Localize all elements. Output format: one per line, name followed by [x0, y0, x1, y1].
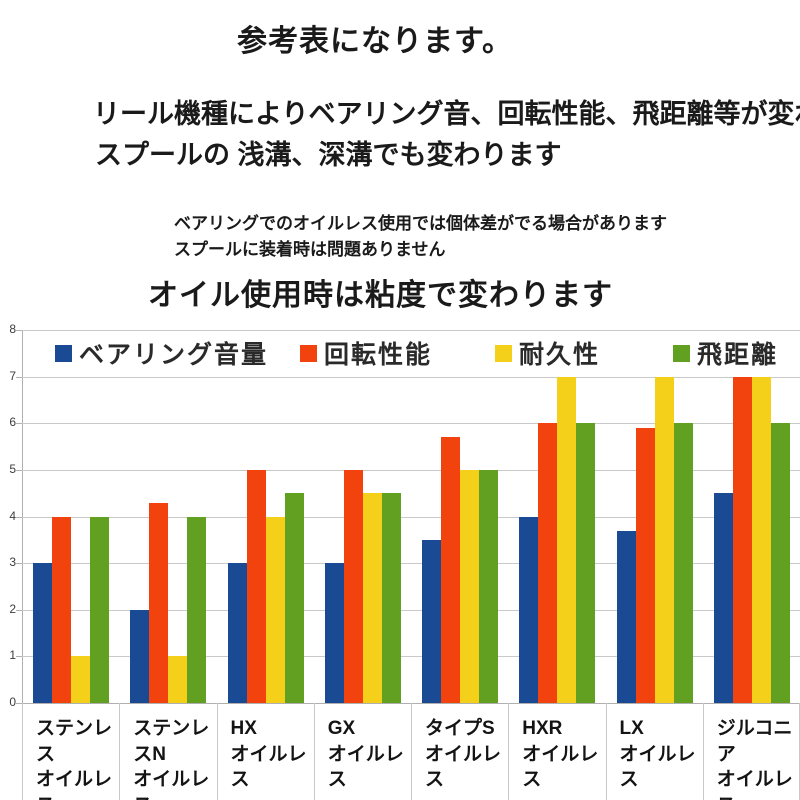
bar [227, 563, 247, 703]
bar [654, 376, 674, 703]
y-axis-tick [16, 330, 22, 331]
category-cell: ジルコニア オイルレス [702, 703, 800, 800]
bar [130, 609, 150, 703]
legend-label: ベアリング音量 [79, 341, 269, 369]
y-axis-tick [16, 703, 22, 704]
y-tick-label: 0 [9, 695, 16, 709]
category-cell: HX オイルレス [216, 703, 314, 800]
gridline [22, 609, 800, 611]
bar [168, 656, 188, 703]
legend-item: 飛距離 [673, 335, 779, 371]
gridline [22, 516, 800, 518]
legend-item: ベアリング音量 [55, 335, 269, 371]
bar [557, 376, 577, 703]
category-cell: LX オイルレス [605, 703, 703, 800]
legend-label: 飛距離 [697, 341, 779, 369]
bar [33, 563, 52, 703]
y-tick-label: 6 [9, 415, 16, 430]
category-cell: タイプS オイルレス [411, 703, 508, 800]
note-oilless-variation: ベアリングでのオイルレス使用では個体差がでる場合があります [174, 214, 667, 233]
bar [381, 493, 401, 703]
note-spool-groove: スプールの 浅溝、深溝でも変わります [95, 140, 562, 170]
gridline [22, 469, 800, 471]
bar [265, 516, 285, 703]
bar [576, 423, 596, 703]
note-spool-ok: スプールに装着時は問題ありません [174, 240, 446, 259]
legend-swatch-icon [300, 344, 317, 362]
category-cell: GX オイルレス [313, 703, 411, 800]
note-oil-viscosity: オイル使用時は粘度で変わります [148, 279, 613, 312]
category-label: ステンレスN オイルレス [133, 718, 210, 800]
bar [324, 563, 344, 703]
y-tick-label: 7 [9, 368, 16, 383]
legend-swatch-icon [495, 344, 512, 362]
bar [441, 437, 460, 703]
plot-area [22, 330, 800, 703]
bar [362, 493, 382, 703]
bar [90, 516, 109, 703]
bar [673, 423, 693, 703]
y-axis-tick [16, 423, 22, 425]
y-tick-label: 4 [9, 508, 16, 523]
legend-swatch-icon [55, 344, 72, 362]
bar [343, 469, 363, 703]
bar [713, 493, 733, 703]
bar [770, 423, 790, 703]
category-cell: HXR オイルレス [508, 703, 605, 800]
y-axis-tick [16, 563, 22, 565]
legend-swatch-icon [673, 344, 690, 362]
bar [732, 376, 752, 703]
page-title: 参考表になります。 [237, 25, 513, 58]
y-axis-tick [16, 376, 22, 378]
bar [751, 376, 771, 703]
legend-label: 回転性能 [324, 341, 433, 369]
y-axis-tick [16, 469, 22, 471]
bar [479, 469, 498, 703]
category-label: ジルコニア オイルレス [716, 718, 793, 800]
gridline [22, 330, 800, 331]
category-label: HX オイルレス [230, 718, 307, 791]
y-axis-tick [16, 516, 22, 518]
bar [71, 656, 90, 703]
gridline [22, 376, 800, 378]
category-cell: ステンレス オイルレス [22, 703, 119, 800]
gridline [22, 423, 800, 425]
category-label: HXR オイルレス [522, 718, 599, 791]
y-tick-label: 5 [9, 461, 16, 476]
y-tick-label: 1 [9, 648, 16, 663]
bar [616, 530, 636, 703]
y-axis-tick [16, 656, 22, 658]
bar [246, 469, 266, 703]
x-axis-labels: ステンレス オイルレスステンレスN オイルレス HX オイルレス GX オイルレスタ… [22, 703, 800, 800]
bar [519, 516, 539, 703]
bar [460, 469, 479, 703]
legend-item: 耐久性 [495, 335, 601, 371]
bar [187, 516, 207, 703]
bar [635, 427, 655, 703]
category-label: GX オイルレス [327, 718, 404, 791]
legend-label: 耐久性 [519, 341, 601, 369]
note-reel-models: リール機種によりベアリング音、回転性能、飛距離等が変わります。 [93, 99, 800, 129]
y-tick-label: 8 [9, 322, 16, 336]
y-tick-label: 3 [9, 555, 16, 570]
bar [52, 516, 71, 703]
legend-item: 回転性能 [300, 335, 433, 371]
y-tick-label: 2 [9, 601, 16, 616]
gridline [22, 656, 800, 658]
bar [422, 539, 441, 703]
bar [284, 493, 304, 703]
category-label: タイプS オイルレス [425, 718, 502, 791]
category-cell: ステンレスN オイルレス [119, 703, 216, 800]
y-axis-tick [16, 609, 22, 611]
bar [149, 502, 169, 703]
gridline [22, 563, 800, 565]
bar [538, 423, 558, 703]
category-label: ステンレス オイルレス [36, 718, 113, 800]
category-label: LX オイルレス [619, 718, 696, 791]
